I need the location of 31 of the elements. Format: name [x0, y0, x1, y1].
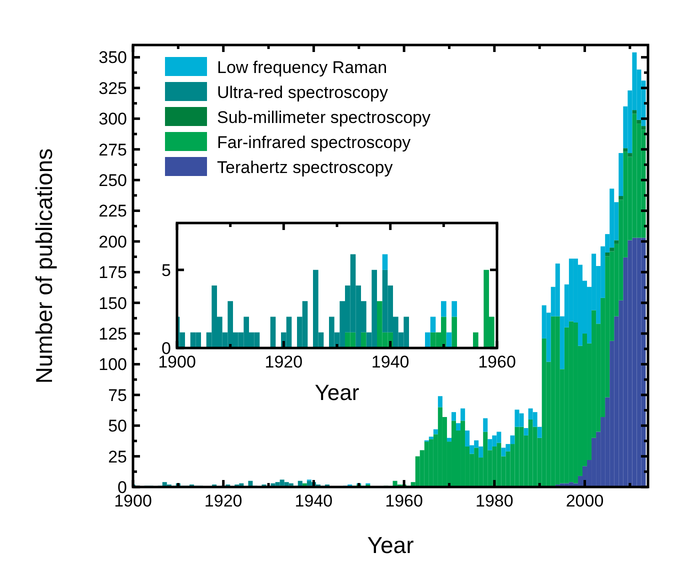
x-tick-label: 1960: [385, 492, 423, 511]
y-tick-label: 300: [98, 110, 127, 129]
y-tick-label: 175: [98, 263, 127, 282]
legend-label: Ultra-red spectroscopy: [217, 83, 389, 102]
x-tick-label: 1920: [204, 492, 242, 511]
legend-label: Terahertz spectroscopy: [217, 158, 394, 177]
y-axis-title: Number of publications: [31, 148, 57, 384]
y-tick-label: 150: [98, 294, 127, 313]
x-tick-label: 1960: [478, 352, 516, 372]
x-axis-title: Year: [367, 532, 414, 558]
x-tick-label: 1940: [294, 492, 333, 511]
y-tick-label: 350: [98, 48, 127, 68]
legend-label: Sub-millimeter spectroscopy: [217, 108, 432, 127]
y-tick-label: 75: [108, 386, 127, 405]
y-tick-label: 250: [98, 171, 127, 190]
y-tick-label: 5: [162, 260, 171, 280]
x-tick-label: 1980: [475, 492, 514, 511]
y-tick-label: 125: [98, 324, 127, 344]
y-tick-label: 275: [98, 140, 127, 160]
y-tick-label: 200: [98, 232, 127, 252]
x-tick-label: 1920: [264, 352, 303, 372]
x-tick-label: 2000: [566, 492, 604, 511]
y-tick-label: 50: [108, 416, 127, 436]
legend-label: Low frequency Raman: [217, 58, 388, 77]
y-tick-label: 100: [98, 355, 127, 374]
x-axis-title: Year: [314, 380, 360, 405]
x-tick-label: 1940: [371, 352, 410, 372]
legend-label: Far-infrared spectroscopy: [217, 133, 412, 152]
y-tick-label: 325: [98, 78, 127, 98]
y-tick-label: 225: [98, 202, 127, 221]
y-tick-label: 25: [108, 447, 127, 466]
